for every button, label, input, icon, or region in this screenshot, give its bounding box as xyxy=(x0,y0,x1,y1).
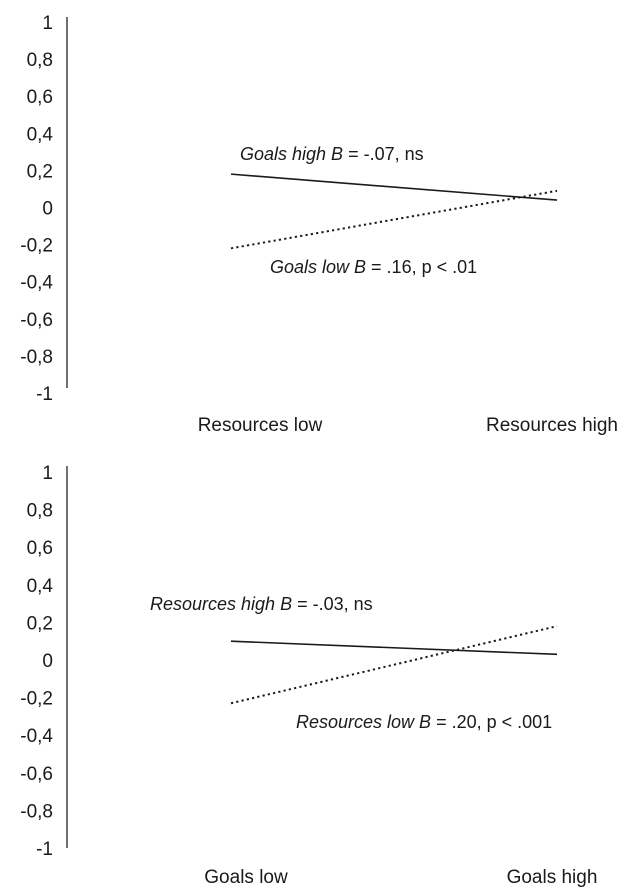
annotation-stat: = .16, p < .01 xyxy=(366,257,477,277)
x-category-label: Goals high xyxy=(507,867,598,887)
x-category-label: Resources low xyxy=(198,415,323,436)
series-line-resources-low xyxy=(230,625,558,705)
y-tick-label: -0,6 xyxy=(20,310,53,331)
x-category-label: Goals low xyxy=(204,867,288,887)
annotation-stat: = -.03, ns xyxy=(292,594,373,614)
y-tick-label: -0,2 xyxy=(20,236,53,257)
y-tick-label: -0,6 xyxy=(20,764,53,785)
chart-panel-2: 1 0,8 0,6 0,4 0,2 0 -0,2 -0,4 -0,6 -0,8 -1 Goals lo… xyxy=(20,463,597,887)
y-tick-label: 0,2 xyxy=(27,613,53,634)
y-tick-label: 0,6 xyxy=(27,538,53,559)
y-tick-label: -0,2 xyxy=(20,689,53,710)
series-annotation: Resources low B = .20, p < .001 xyxy=(296,712,552,732)
y-tick-label: 1 xyxy=(42,463,53,484)
annotation-italic: Goals high B xyxy=(240,144,343,164)
chart-panel-1: 1 0,8 0,6 0,4 0,2 0 -0,2 -0,4 -0,6 -0,8 -1 Resource… xyxy=(20,13,618,436)
series-annotation: Goals low B = .16, p < .01 xyxy=(270,257,477,277)
y-tick-label: -1 xyxy=(36,384,53,405)
y-tick-label: 1 xyxy=(42,13,53,34)
annotation-stat: = -.07, ns xyxy=(343,144,424,164)
y-tick-label: -1 xyxy=(36,839,53,860)
annotation-italic: Resources high B xyxy=(150,594,292,614)
series-line-resources-high xyxy=(230,640,558,656)
y-tick-label: 0,2 xyxy=(27,161,53,182)
y-tick-label: 0,4 xyxy=(27,124,54,145)
y-tick-label: 0,4 xyxy=(27,576,54,597)
y-tick-label: 0,8 xyxy=(27,501,53,522)
y-tick-label: -0,8 xyxy=(20,347,53,368)
annotation-stat: = .20, p < .001 xyxy=(431,712,552,732)
annotation-italic: Goals low B xyxy=(270,257,366,277)
y-tick-label: 0 xyxy=(42,199,53,220)
annotation-italic: Resources low B xyxy=(296,712,431,732)
y-tick-label: -0,4 xyxy=(20,273,53,294)
y-tick-label: 0,6 xyxy=(27,87,53,108)
y-tick-label: -0,4 xyxy=(20,726,53,747)
y-tick-label: 0,8 xyxy=(27,50,53,71)
y-tick-label: -0,8 xyxy=(20,801,53,822)
y-tick-label: 0 xyxy=(42,651,53,672)
series-line-goals-high xyxy=(230,173,558,201)
series-annotation: Goals high B = -.07, ns xyxy=(240,144,424,164)
x-category-label: Resources high xyxy=(486,415,618,436)
series-line-goals-low xyxy=(230,189,558,250)
series-annotation: Resources high B = -.03, ns xyxy=(150,594,373,614)
